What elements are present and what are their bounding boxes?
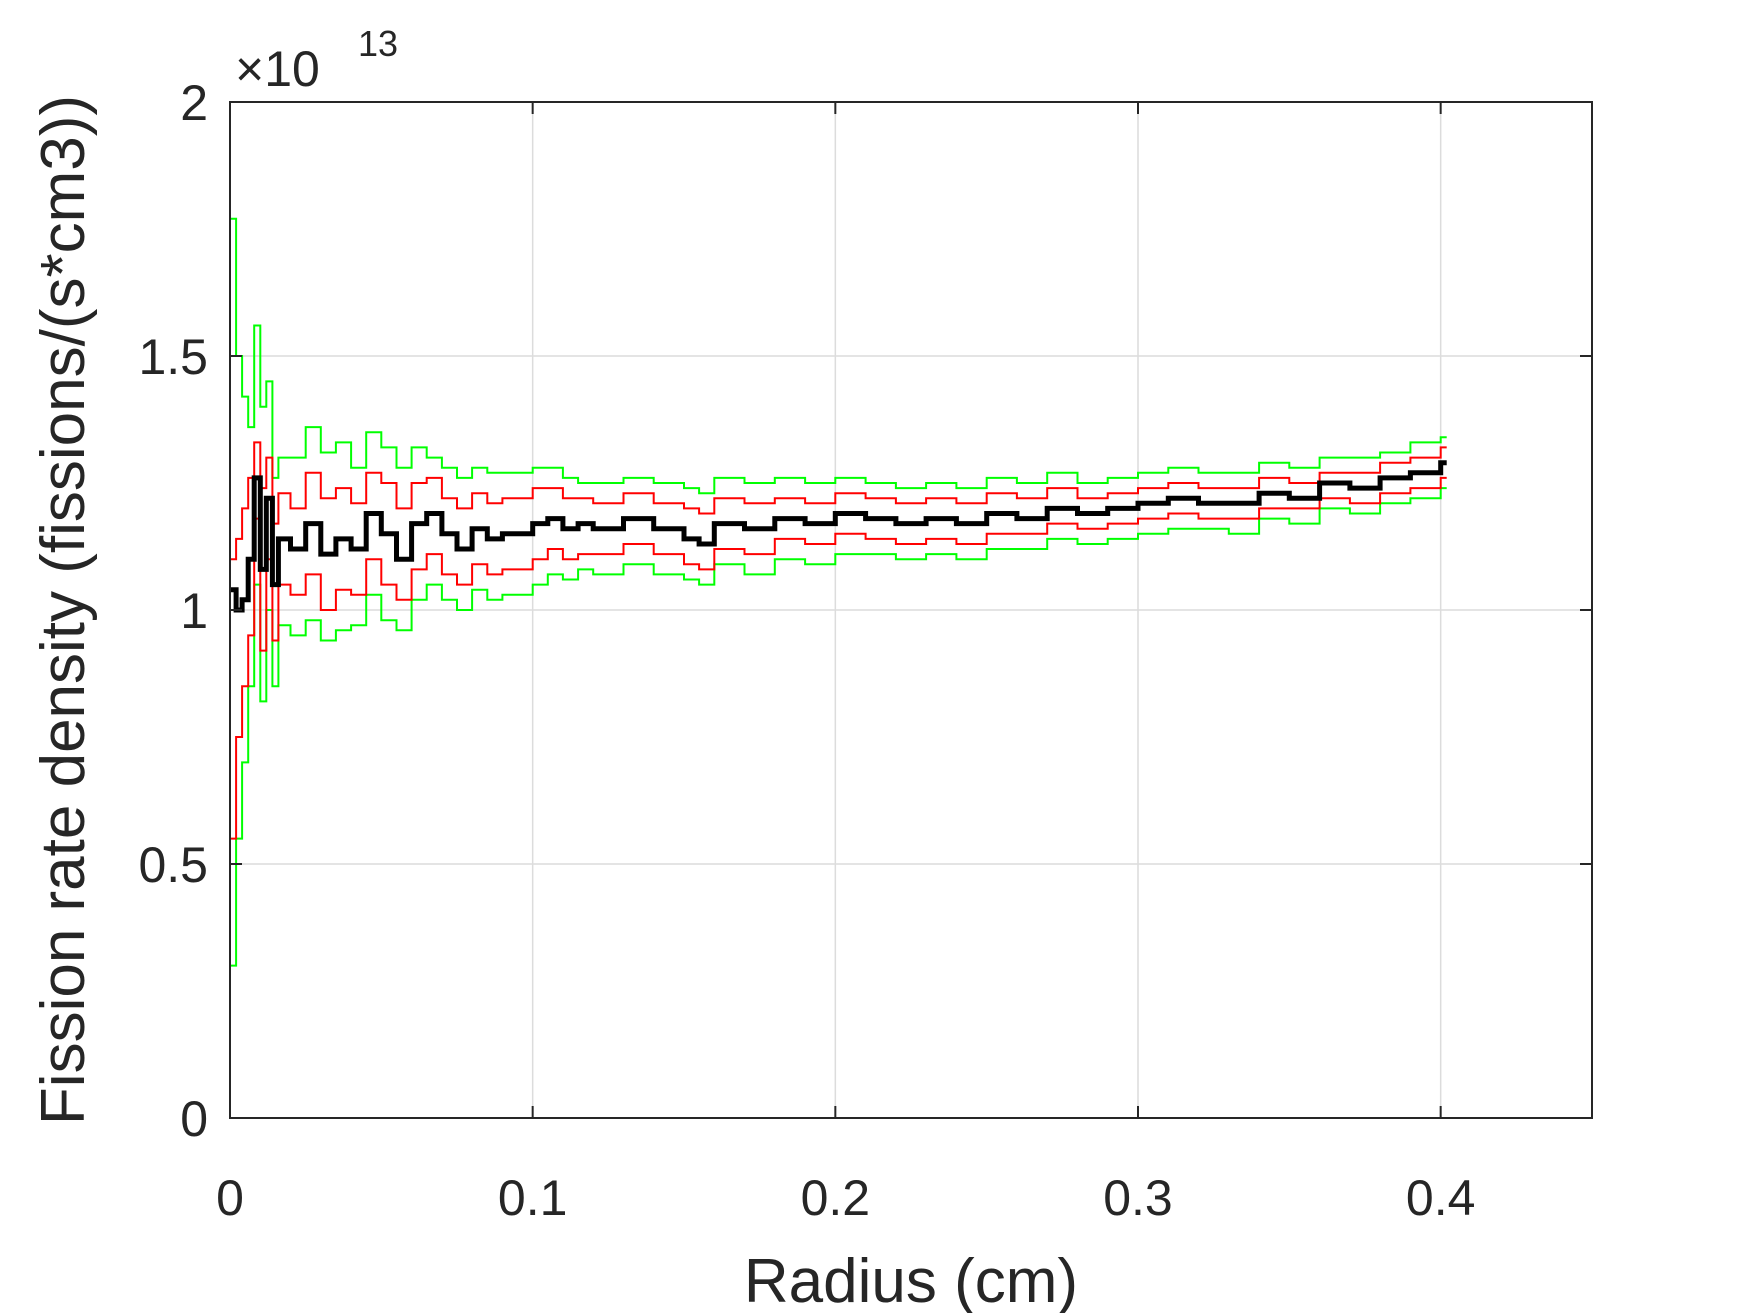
- series-upper-2sigma: [230, 217, 1447, 495]
- x-tick-label: 0.2: [801, 1170, 871, 1226]
- y-exponent-base: ×10: [235, 41, 320, 97]
- y-tick-label: 2: [180, 75, 208, 131]
- series-upper-1sigma: [230, 441, 1447, 561]
- x-tick-label: 0.1: [498, 1170, 568, 1226]
- y-exponent: 13: [358, 23, 398, 64]
- series-mean: [230, 460, 1447, 613]
- x-tick-label: 0.3: [1103, 1170, 1173, 1226]
- y-tick-label: 1.5: [138, 329, 208, 385]
- y-tick-label: 0: [180, 1091, 208, 1147]
- ticks: 0 0.1 0.2 0.3 0.4 0 0.5 1 1.5 2: [138, 75, 1592, 1226]
- series-lower-2sigma: [230, 487, 1447, 967]
- x-tick-label: 0: [216, 1170, 244, 1226]
- y-axis-label: Fission rate density (fissions/(s*cm3)): [29, 95, 98, 1125]
- y-tick-label: 1: [180, 583, 208, 639]
- x-tick-label: 0.4: [1406, 1170, 1476, 1226]
- series-lower-1sigma: [230, 476, 1447, 840]
- y-tick-label: 0.5: [138, 837, 208, 893]
- x-axis-label: Radius (cm): [744, 1247, 1078, 1313]
- series-layer: [230, 217, 1447, 967]
